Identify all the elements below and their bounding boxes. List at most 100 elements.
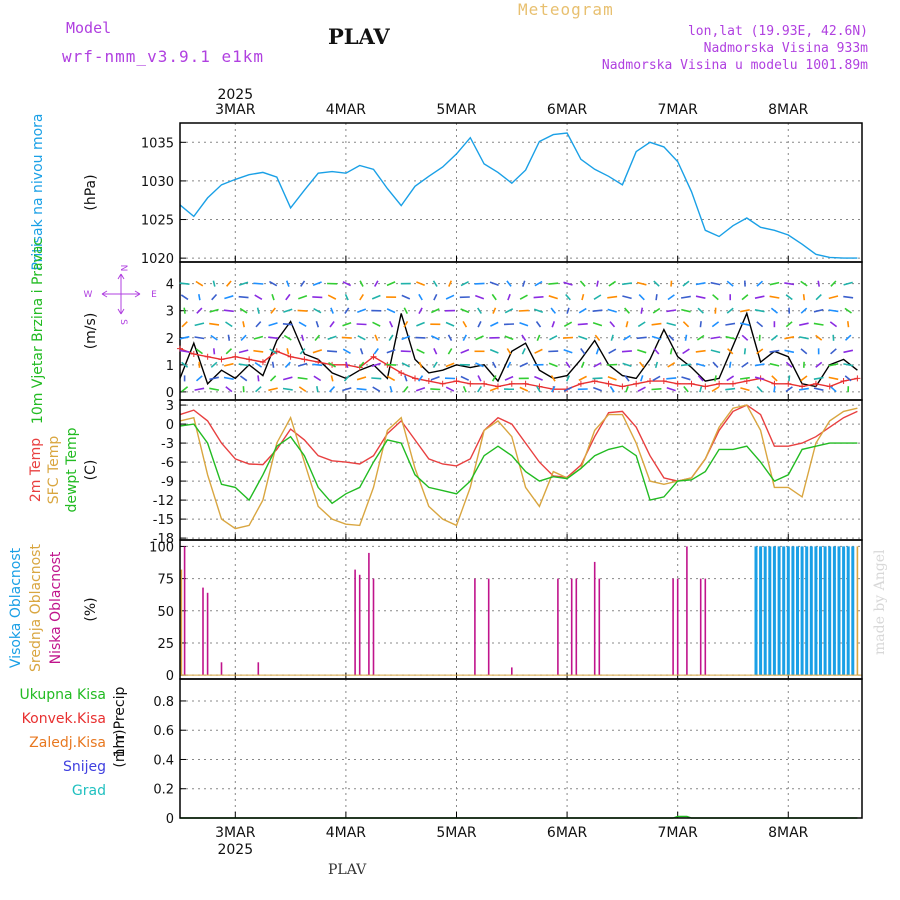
wind-vector-glyph: [194, 336, 205, 340]
wind-vector-glyph: [521, 348, 526, 355]
model-elevation-label: Nadmorska Visina u modelu 1001.89m: [601, 58, 868, 73]
wind-vector-glyph: [386, 363, 397, 366]
wind-vector-glyph: [813, 322, 824, 326]
wind-vector-glyph: [342, 387, 352, 392]
wind-vector-glyph: [238, 363, 249, 367]
wind-vector-glyph: [492, 307, 497, 314]
cloud-bar-2: [768, 546, 772, 676]
wind-vector-glyph: [651, 388, 662, 391]
wind-vector-glyph: [477, 385, 482, 393]
wind-vector-glyph: [225, 280, 232, 287]
wind-vector-glyph: [342, 321, 352, 327]
wind-vector-glyph: [784, 349, 795, 354]
wind-vector-glyph: [785, 386, 793, 393]
wind-vector-glyph: [342, 348, 351, 354]
wind-vector-glyph: [712, 294, 719, 301]
cloud-low-title: Niska Oblacnost: [48, 551, 64, 664]
wind-vector-glyph: [784, 336, 795, 340]
wind-vector-glyph: [680, 295, 691, 299]
wind-vector-glyph: [815, 334, 823, 341]
wind-vector-glyph: [475, 294, 485, 300]
model-label: Model: [66, 19, 112, 37]
wind-vector-glyph: [609, 321, 616, 328]
wind-vector-glyph: [843, 295, 854, 299]
wind-vector-glyph: [357, 335, 366, 341]
wind-vector-glyph: [342, 281, 352, 287]
wind-vector-glyph: [725, 387, 736, 391]
wind-vector-glyph: [534, 375, 543, 381]
precip-legend-1: Konvek.Kisa: [22, 711, 106, 727]
y-tick-label: -9: [161, 475, 174, 490]
wind-vector-glyph: [297, 362, 308, 367]
wind-gust-marker: [743, 378, 750, 385]
wind-vector-glyph: [312, 349, 323, 354]
cloud-bar-0: [672, 578, 674, 676]
wind-vector-glyph: [330, 307, 334, 314]
wind-vector-glyph: [448, 280, 453, 287]
wind-gust-marker: [522, 380, 529, 387]
wind-vector-glyph: [374, 334, 379, 342]
cloud-bar-0: [202, 587, 204, 676]
wind-gust-marker: [854, 375, 861, 382]
wind-vector-glyph: [372, 321, 381, 327]
wind-vector-glyph: [341, 336, 352, 339]
wind-vector-glyph: [194, 387, 205, 391]
wind-vector-glyph: [329, 321, 335, 328]
wind-vector-glyph: [798, 387, 809, 391]
wind-vector-glyph: [653, 280, 660, 287]
wind-vector-glyph: [477, 375, 482, 382]
wind-vector-glyph: [225, 386, 233, 393]
y-tick-label: 75: [157, 573, 174, 588]
wind-vector-glyph: [194, 322, 205, 327]
wind-vector-glyph: [562, 336, 574, 339]
wind-vector-glyph: [726, 307, 734, 314]
wind-vector-glyph: [815, 294, 822, 301]
wind-vector-glyph: [625, 321, 629, 328]
wind-vector-glyph: [474, 282, 485, 285]
wind-vector-glyph: [297, 309, 308, 312]
wind-vector-glyph: [329, 386, 336, 393]
wind-vector-glyph: [813, 376, 824, 380]
wind-gust-marker: [412, 375, 419, 382]
wind-vector-glyph: [359, 293, 364, 301]
elevation-label: Nadmorska Visina 933m: [703, 41, 868, 56]
wind-vector-glyph: [770, 307, 778, 314]
wind-vector-glyph: [299, 348, 306, 355]
wind-vector-glyph: [403, 307, 409, 314]
wind-vector-glyph: [828, 376, 839, 381]
cloud-bar-0: [368, 552, 370, 676]
panel-unit-label: (C): [83, 460, 99, 481]
panel-unit-label: (mm): [112, 729, 128, 767]
wind-vector-glyph: [681, 376, 691, 381]
wind-vector-glyph: [607, 295, 618, 299]
wind-vector-glyph: [285, 293, 291, 301]
wind-vector-glyph: [211, 293, 218, 301]
precip-panel-title: 1hr Precip: [112, 687, 128, 758]
y-tick-label: 4: [166, 278, 174, 293]
wind-vector-glyph: [519, 294, 528, 300]
direction-key-arrows: [101, 273, 141, 315]
y-tick-label: 0.2: [153, 783, 174, 798]
wind-vector-glyph: [785, 321, 793, 328]
wind-vector-glyph: [682, 280, 690, 287]
y-tick-label: 3: [166, 399, 174, 414]
wind-vector-glyph: [593, 362, 602, 368]
wind-vector-glyph: [754, 295, 765, 299]
cloud-bar-0: [487, 578, 490, 676]
wind-vector-glyph: [593, 294, 602, 300]
wind-vector-glyph: [196, 307, 203, 314]
cloud-bar-0: [593, 561, 596, 676]
temp-2m-title: 2m Temp: [28, 438, 44, 502]
wind-vector-glyph: [800, 307, 808, 314]
precip-legend-0: Ukupna Kisa: [19, 687, 106, 703]
wind-vector-glyph: [386, 348, 396, 354]
wind-vector-glyph: [181, 321, 188, 328]
wind-vector-glyph: [769, 349, 780, 353]
wind-vector-glyph: [519, 386, 529, 392]
cloud-bar-0: [598, 578, 601, 676]
wind-vector-glyph: [535, 321, 542, 328]
direction-key-w: W: [84, 290, 93, 300]
wind-vector-glyph: [388, 334, 394, 342]
wind-vector-glyph: [695, 349, 706, 353]
